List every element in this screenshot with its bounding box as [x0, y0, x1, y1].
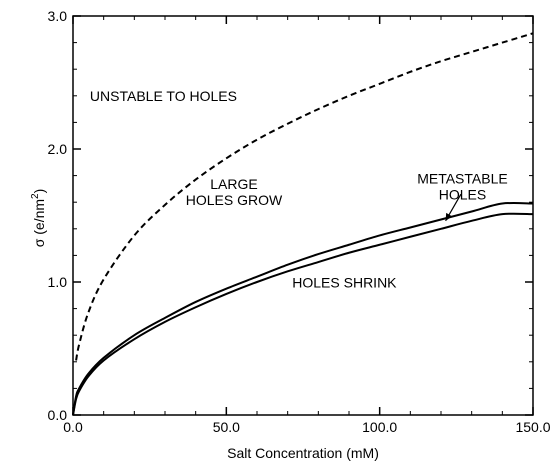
- ticks-group: 0.0 50.0 100.0 150.0 0.0 1.0 2.0 3.0: [48, 8, 551, 435]
- series-line-2: [72, 201, 534, 416]
- x-tick-label: 150.0: [515, 419, 550, 435]
- x-tick-label: 0.0: [63, 419, 83, 435]
- annotation-line: UNSTABLE TO HOLES: [90, 88, 237, 104]
- y-tick-label: 1.0: [48, 274, 68, 290]
- annotations-group: UNSTABLE TO HOLES LARGE HOLES GROW METASTAB…: [90, 88, 508, 290]
- y-axis-title-main: σ (e/nm: [31, 199, 47, 247]
- annotation-line: HOLES GROW: [186, 192, 283, 208]
- x-axis-title: Salt Concentration (mM): [227, 445, 379, 461]
- series-line-1: [75, 32, 534, 361]
- annotation-line: LARGE: [210, 176, 257, 192]
- annotation-3: METASTABLE HOLES: [417, 171, 508, 203]
- y-axis-title-superscript: 2: [30, 193, 41, 199]
- series-group: [72, 32, 534, 416]
- annotation-line: HOLES SHRINK: [292, 274, 397, 290]
- x-tick-label: 100.0: [362, 419, 397, 435]
- series-line-3: [72, 212, 534, 416]
- y-tick-label: 0.0: [48, 407, 68, 423]
- annotation-1: UNSTABLE TO HOLES: [90, 88, 237, 104]
- annotation-line: METASTABLE: [417, 171, 508, 187]
- annotation-4: HOLES SHRINK: [292, 274, 397, 290]
- y-tick-label: 3.0: [48, 8, 68, 24]
- annotation-arrow-head: [445, 212, 453, 221]
- plot-frame: [72, 15, 534, 416]
- plot-frame-group: [72, 15, 534, 416]
- y-axis-title-close: ): [31, 189, 47, 194]
- x-tick-label: 50.0: [213, 419, 240, 435]
- annotation-line: HOLES: [439, 187, 486, 203]
- annotation-2: LARGE HOLES GROW: [186, 176, 283, 208]
- y-tick-label: 2.0: [48, 141, 68, 157]
- y-axis-title: σ (e/nm2): [30, 189, 47, 248]
